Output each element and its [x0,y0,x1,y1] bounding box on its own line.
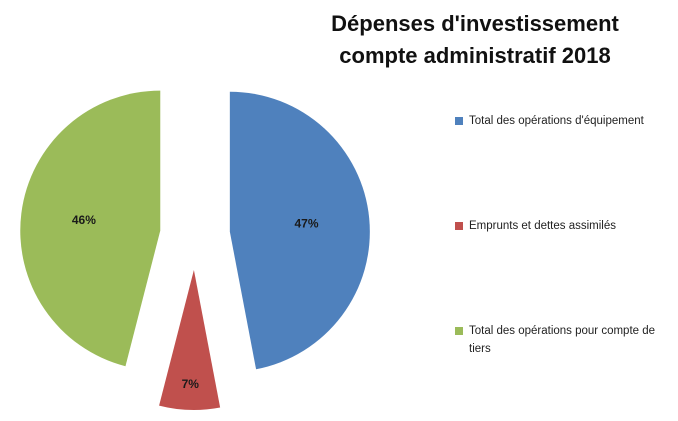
data-label: 46% [72,213,96,227]
legend-item: Total des opérations pour compte de tier… [455,322,675,358]
legend-label: Total des opérations pour compte de tier… [469,325,656,355]
pie-slice [159,269,221,410]
legend-item: Total des opérations d'équipement [455,112,675,130]
pie-slice [229,91,370,370]
pie-slice [20,90,161,367]
data-label: 47% [294,217,318,231]
legend-swatch [455,117,463,125]
legend-item: Emprunts et dettes assimilés [455,217,675,235]
legend-swatch [455,327,463,335]
chart-title: Dépenses d'investissement compte adminis… [331,11,619,68]
legend-label: Total des opérations d'équipement [469,115,644,127]
legend-label: Emprunts et dettes assimilés [469,220,617,232]
legend-swatch [455,222,463,230]
data-label: 7% [182,377,200,391]
